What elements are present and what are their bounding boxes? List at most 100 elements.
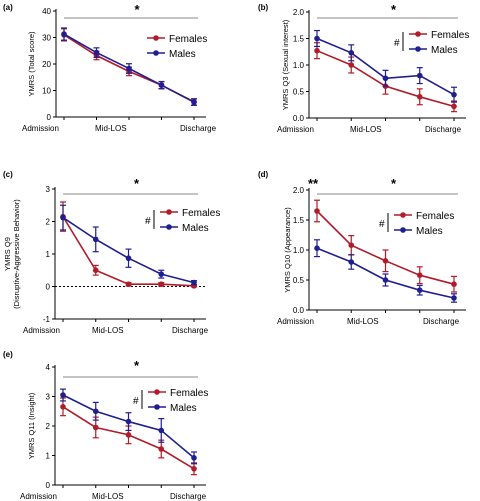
panel-a-point-males [158, 82, 165, 88]
panel-c-legend-label: Males [182, 223, 209, 234]
panel-b-label: (b) [258, 3, 269, 12]
panel-e-y-tick-label: 1 [46, 452, 51, 461]
panel-c-point-males [92, 236, 99, 243]
panel-c-point-males [158, 271, 165, 277]
panel-d-y-tick-label: 0.0 [293, 306, 305, 315]
panel-c-y-tick-label: 0 [46, 283, 51, 292]
panel-e-point-males [158, 427, 165, 434]
panel-c-x-tick-label: Discharge [172, 326, 209, 335]
panel-d-point-males [382, 277, 389, 283]
panel-b-y-title: YMRS Q3 (Sexual interest) [281, 19, 290, 110]
panel-b-point-males [451, 91, 457, 98]
panel-d-point-females [314, 208, 320, 214]
panel-b-point-females [416, 94, 423, 100]
panel-e-y-tick-label: 0 [46, 481, 51, 490]
panel-c-point-males [125, 255, 132, 262]
panel-a-legend-marker [153, 50, 159, 56]
panel-d-point-females [416, 272, 423, 279]
panel-a-legend-marker [153, 35, 159, 41]
panel-e-legend-label: Males [170, 403, 197, 414]
panel-a-x-tick-label: Discharge [180, 124, 217, 133]
panel-e-point-females [125, 432, 132, 438]
panel-a-y-tick-label: 0 [47, 113, 52, 122]
panel-c-point-females [158, 281, 165, 288]
panel-a-y-tick-label: 20 [42, 60, 51, 69]
panel-a-y-tick-label: 10 [42, 87, 51, 96]
panel-b-point-females [314, 47, 320, 54]
panel-c-legend-marker [166, 209, 172, 215]
panel-b-legend-marker [415, 46, 421, 52]
panel-b-y-tick-label: 1.5 [293, 35, 305, 44]
panel-e-y-tick-label: 4 [46, 363, 51, 372]
panel-c-x-tick-label: Admission [23, 326, 60, 335]
panel-a-y-tick-label: 40 [42, 7, 51, 16]
panel-c-y-tick-label: -1 [43, 315, 51, 324]
panel-b-legend-label: Males [431, 45, 458, 56]
panel-a-label: (a) [3, 3, 13, 12]
panel-a-legend-label: Females [169, 34, 207, 45]
panel-d-sig-star: * [391, 176, 397, 191]
panel-e-point-females [158, 446, 165, 452]
panel-e-group-hash: # [133, 396, 139, 407]
panel-b-point-females [348, 62, 355, 68]
panel-a-x-tick-label: Mid-LOS [95, 124, 127, 133]
panel-a-sig-star: * [134, 2, 140, 17]
panel-e-y-title: YMRS Q11 (Insight) [27, 392, 36, 459]
panel-c-point-females [125, 281, 132, 288]
panel-c-point-males [191, 279, 197, 286]
panel-e-sig-star: * [134, 358, 140, 373]
panel-b-y-tick-label: 0.0 [293, 114, 305, 123]
panel-d-legend-marker [400, 212, 406, 218]
panel-a-y-tick-label: 30 [42, 34, 51, 43]
panel-b-point-males [348, 50, 355, 56]
panel-e-legend-marker [154, 404, 160, 410]
panel-a-y-title: YMRS (Total score) [27, 31, 36, 97]
panel-e-point-males [191, 455, 197, 461]
panel-c-x-tick-label: Mid-LOS [92, 326, 124, 335]
panel-d-x-tick-label: Discharge [423, 317, 460, 326]
panel-b-point-males [382, 75, 389, 82]
panel-d-point-females [451, 281, 457, 288]
panel-c-point-males [60, 214, 66, 221]
panel-e-point-females [191, 465, 197, 472]
panel-b-x-tick-label: Admission [277, 125, 314, 134]
panel-d-point-males [451, 295, 457, 301]
panel-c-y-tick-label: 2 [46, 218, 51, 227]
panel-c-y-title-2: (Disruptive-Aggressive Behavior) [12, 199, 21, 309]
panel-d-x-tick-label: Mid-LOS [347, 317, 379, 326]
panel-d-admission-stars: ** [308, 176, 319, 191]
panel-e-legend-marker [154, 389, 160, 395]
panel-c-legend-marker [166, 224, 172, 230]
panel-e-point-males [60, 392, 66, 398]
panel-b-y-tick-label: 2.0 [293, 8, 305, 17]
panel-b-point-males [314, 35, 320, 42]
panel-e-point-females [60, 404, 66, 410]
panel-e-point-males [125, 418, 132, 425]
panel-b-legend-marker [415, 31, 421, 37]
panel-a-point-males [126, 65, 132, 72]
panel-e-label: (e) [3, 350, 13, 359]
panel-b-y-tick-label: 0.5 [293, 88, 305, 97]
panel-c-group-hash: # [145, 216, 151, 227]
panel-a-legend-label: Males [169, 49, 196, 60]
panel-d-legend-label: Males [416, 226, 443, 237]
panel-d-label: (d) [258, 170, 269, 179]
panel-d-y-tick-label: 2.0 [293, 186, 305, 195]
panel-c-point-females [92, 267, 99, 274]
panel-b-y-tick-label: 1.0 [293, 61, 305, 70]
panel-d-point-males [314, 245, 320, 251]
panel-b-legend-label: Females [431, 30, 469, 41]
panel-b-x-tick-label: Mid-LOS [350, 125, 382, 134]
panel-e-y-tick-label: 2 [46, 422, 51, 431]
panel-e-x-tick-label: Discharge [170, 492, 207, 501]
panel-d-legend-label: Females [416, 211, 454, 222]
panel-d-y-title: YMRS Q10 (Appearance) [283, 207, 292, 293]
panel-c-y-tick-label: 3 [46, 185, 51, 194]
panel-d-x-tick-label: Admission [277, 317, 314, 326]
panel-c-sig-star: * [134, 176, 140, 191]
panel-d-group-hash: # [379, 219, 385, 230]
panel-b-sig-star: * [391, 2, 397, 17]
panel-e-y-tick-label: 3 [46, 393, 51, 402]
panel-e-x-tick-label: Mid-LOS [92, 492, 124, 501]
